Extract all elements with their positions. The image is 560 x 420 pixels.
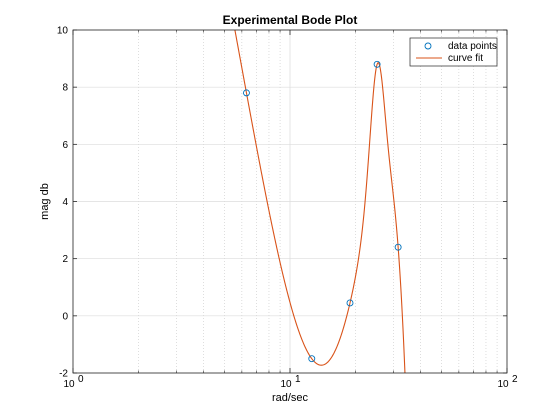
x-axis-label: rad/sec [272, 392, 309, 404]
grid [72, 29, 508, 374]
x-tick-label: 10 [497, 379, 509, 390]
plot-data [234, 30, 406, 373]
y-tick-label: 0 [62, 311, 68, 322]
y-axis-label: mag db [39, 183, 51, 220]
curve-fit-line [234, 30, 406, 373]
legend-marker-data-points [424, 42, 432, 50]
data-point-marker [243, 89, 250, 97]
x-tick-exponent: 0 [78, 374, 84, 385]
y-tick-label: -2 [59, 369, 68, 380]
x-tick-exponent: 1 [295, 374, 301, 385]
y-tick-label: 2 [62, 254, 68, 265]
legend-label-curve-fit: curve fit [448, 53, 483, 64]
data-point-marker [394, 243, 402, 251]
x-tick-label: 10 [63, 379, 75, 390]
x-tick-exponent: 2 [512, 374, 518, 385]
legend-label-data-points: data points [448, 41, 497, 52]
data-point-marker [308, 355, 316, 363]
chart-title: Experimental Bode Plot [223, 13, 358, 27]
y-tick-label: 8 [62, 83, 68, 94]
x-tick-label: 10 [280, 379, 292, 390]
data-point-marker [346, 299, 354, 307]
y-tick-label: 4 [62, 197, 68, 208]
y-tick-label: 6 [62, 140, 68, 151]
y-tick-label: 10 [57, 26, 69, 37]
legend-box [409, 37, 498, 67]
data-point-marker [373, 60, 381, 68]
